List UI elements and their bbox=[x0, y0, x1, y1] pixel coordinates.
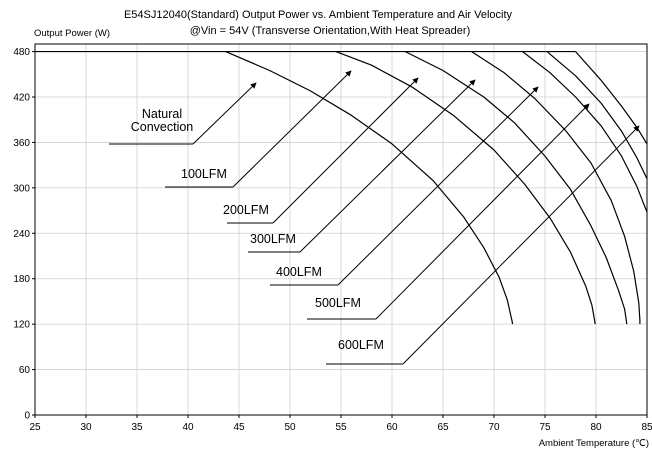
annotation-arrow-500lfm bbox=[375, 103, 590, 320]
series-line-natural-convection bbox=[225, 51, 514, 325]
y-tick-label: 420 bbox=[13, 93, 30, 104]
x-tick-label: 80 bbox=[590, 422, 602, 433]
y-tick-label: 360 bbox=[13, 138, 30, 149]
annotation-label-500lfm: 500LFM bbox=[315, 296, 361, 310]
y-tick-label: 120 bbox=[13, 320, 30, 331]
tick-labels: 25 30 35 40 45 50 55 60 65 70 75 80 85 0 60 120 180 240 30… bbox=[13, 47, 652, 433]
annotation-label-400lfm: 400LFM bbox=[276, 265, 322, 279]
x-tick-label: 35 bbox=[131, 422, 143, 433]
x-tick-label: 30 bbox=[80, 422, 92, 433]
x-tick-label: 85 bbox=[641, 422, 652, 433]
y-tick-label: 60 bbox=[19, 365, 31, 376]
y-tick-label: 300 bbox=[13, 183, 30, 194]
series-lines bbox=[35, 50, 648, 325]
annotations: Natural Convection 100LFM 200LFM 300LFM 400LF… bbox=[109, 70, 640, 365]
y-tick-label: 180 bbox=[13, 274, 30, 285]
series-line-400lfm bbox=[522, 51, 648, 213]
x-tick-label: 75 bbox=[539, 422, 551, 433]
annotation-arrow-400lfm bbox=[337, 86, 539, 286]
series-line-200lfm bbox=[405, 51, 628, 325]
y-tick-label: 240 bbox=[13, 229, 30, 240]
x-tick-label: 25 bbox=[29, 422, 41, 433]
y-tick-label: 0 bbox=[24, 411, 30, 422]
y-axis-label: Output Power (W) bbox=[34, 28, 110, 39]
x-tick-label: 40 bbox=[182, 422, 194, 433]
y-tick-label: 480 bbox=[13, 47, 30, 58]
x-axis-label: Ambient Temperature (℃) bbox=[539, 438, 649, 449]
chart-title: E54SJ12040(Standard) Output Power vs. Am… bbox=[124, 9, 513, 21]
annotation-arrow-natural-convection bbox=[192, 82, 257, 145]
series-line-600lfm bbox=[575, 51, 648, 145]
annotation-label-200lfm: 200LFM bbox=[223, 203, 269, 217]
series-line-500lfm bbox=[546, 51, 648, 180]
x-tick-label: 70 bbox=[488, 422, 500, 433]
plot-frame bbox=[34, 43, 648, 416]
grid bbox=[35, 44, 647, 415]
series-line-300lfm bbox=[471, 51, 641, 325]
annotation-arrow-600lfm bbox=[402, 125, 640, 365]
x-tick-label: 65 bbox=[437, 422, 449, 433]
x-tick-label: 60 bbox=[386, 422, 398, 433]
series-line-100lfm bbox=[335, 51, 596, 325]
annotation-arrow-300lfm bbox=[299, 79, 476, 253]
chart-subtitle: @Vin = 54V (Transverse Orientation,With … bbox=[190, 25, 470, 37]
annotation-label-100lfm: 100LFM bbox=[181, 167, 227, 181]
annotation-label-natural-convection: Natural Convection bbox=[131, 107, 194, 134]
x-tick-label: 55 bbox=[335, 422, 347, 433]
annotation-arrow-200lfm bbox=[272, 77, 419, 224]
annotation-label-600lfm: 600LFM bbox=[338, 338, 384, 352]
x-tick-label: 50 bbox=[284, 422, 296, 433]
annotation-label-300lfm: 300LFM bbox=[250, 232, 296, 246]
annotation-arrow-100lfm bbox=[232, 70, 352, 188]
x-tick-label: 45 bbox=[233, 422, 245, 433]
